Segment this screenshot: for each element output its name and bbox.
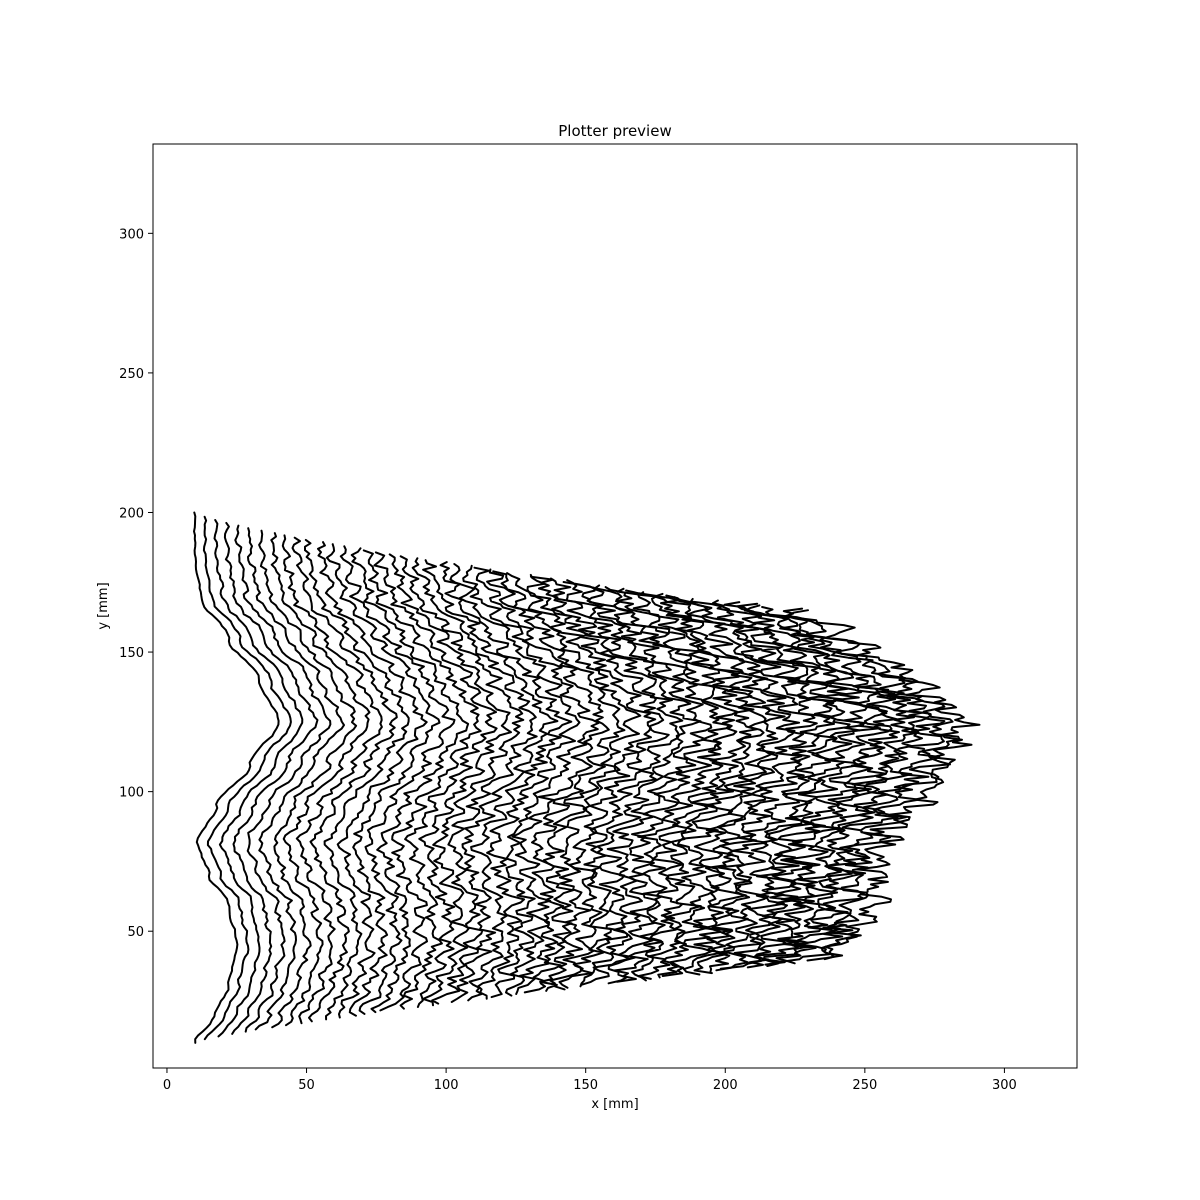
plot-line [223, 521, 319, 1035]
plot-line [639, 591, 818, 976]
plot-line [689, 597, 882, 970]
y-tick-label: 100 [119, 786, 144, 801]
x-tick-label: 50 [298, 1078, 315, 1093]
plot-line [625, 589, 801, 977]
plot-line [388, 553, 512, 1008]
plot-line [723, 601, 900, 967]
plot-line [291, 536, 398, 1023]
plot-line [462, 564, 600, 999]
plot-line [193, 511, 280, 1044]
plot-line [604, 586, 767, 980]
y-tick-label: 50 [127, 925, 144, 940]
plot-line [736, 602, 920, 966]
plot-line [325, 543, 441, 1017]
plot-line [529, 575, 684, 989]
plot-line [653, 592, 835, 975]
plot-line [247, 527, 345, 1031]
plot-line [234, 524, 332, 1033]
plot-curves [193, 511, 981, 1044]
x-tick-label: 150 [573, 1078, 598, 1093]
plot-line [673, 596, 865, 972]
plot-line [449, 563, 581, 1000]
plot-line [422, 559, 559, 1003]
plot-line [486, 568, 626, 995]
y-axis-label: y [mm] [96, 582, 111, 629]
plot-line [270, 532, 371, 1027]
plot-line [411, 557, 538, 1005]
plot-line [743, 604, 929, 965]
x-tick-label: 0 [163, 1078, 171, 1093]
plot-line [787, 609, 981, 961]
x-axis-ticks: 0 50 100 150 200 250 300 [163, 1068, 1017, 1093]
x-tick-label: 200 [713, 1078, 738, 1093]
y-tick-label: 250 [119, 367, 144, 382]
plot-frame [152, 143, 1078, 1069]
plot-line [506, 572, 657, 992]
plot-line [782, 607, 961, 962]
plot-line [594, 584, 758, 982]
plot-line [373, 551, 498, 1010]
plot-line [574, 582, 738, 983]
y-tick-label: 300 [119, 227, 144, 242]
plot-line [339, 545, 456, 1015]
plot-line [350, 547, 470, 1014]
plot-line [362, 549, 482, 1012]
x-tick-label: 300 [992, 1078, 1017, 1093]
x-tick-label: 250 [852, 1078, 877, 1093]
chart-title: Plotter preview [558, 122, 671, 140]
plot-line [317, 541, 428, 1019]
plot-line [281, 534, 383, 1025]
plot-line [665, 594, 851, 973]
plot-line [549, 577, 702, 988]
y-tick-label: 150 [119, 646, 144, 661]
plot-line [562, 581, 731, 985]
plot-line [258, 529, 358, 1029]
plot-line [304, 538, 410, 1021]
plot-line [565, 579, 713, 986]
plot-line [213, 519, 304, 1038]
x-axis-label: x [mm] [591, 1097, 638, 1112]
y-axis-ticks: 50 100 150 200 250 300 [119, 227, 153, 940]
y-tick-label: 200 [119, 506, 144, 521]
plot-line [399, 555, 525, 1007]
plot-line [526, 573, 670, 991]
plot-line [202, 515, 292, 1041]
x-tick-label: 100 [434, 1078, 459, 1093]
plot-line [439, 561, 573, 1002]
